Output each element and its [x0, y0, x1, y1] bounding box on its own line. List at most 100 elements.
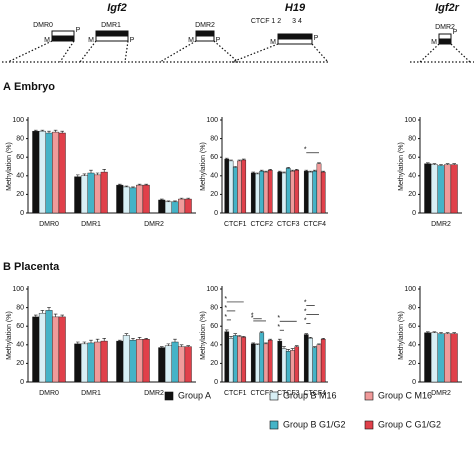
significance-star: * — [251, 313, 254, 320]
allele-box — [95, 35, 129, 42]
y-tick-label: 20 — [210, 191, 218, 198]
bar — [228, 338, 234, 383]
error-bar — [131, 337, 135, 341]
error-bar — [34, 314, 38, 317]
y-axis-label: Methylation (%) — [398, 142, 405, 191]
bar — [250, 172, 256, 214]
bar — [100, 171, 108, 214]
y-tick-label: 40 — [408, 173, 416, 180]
allele-letter: P — [216, 37, 221, 44]
bar — [171, 341, 179, 383]
y-tick-label: 0 — [412, 379, 416, 386]
bar — [129, 187, 137, 214]
bar — [122, 335, 130, 383]
error-bar — [286, 167, 291, 169]
allele-box — [277, 33, 313, 40]
y-tick-label: 100 — [404, 286, 416, 293]
y-tick-label: 60 — [408, 154, 416, 161]
x-tick-label: CTCF1 — [224, 221, 247, 228]
allele-letter: P — [130, 37, 135, 44]
y-tick-label: 20 — [408, 360, 416, 367]
allele-letter: P — [314, 35, 319, 42]
error-bar — [308, 170, 313, 173]
region-label: 3 4 — [292, 18, 302, 25]
gene-title: H19 — [285, 2, 306, 14]
y-tick-label: 20 — [16, 360, 24, 367]
error-bar — [264, 170, 268, 173]
error-bar — [82, 173, 87, 176]
y-tick-label: 80 — [16, 135, 24, 142]
error-bar — [131, 186, 135, 188]
bar — [424, 332, 432, 383]
y-tick-label: 20 — [210, 360, 218, 367]
error-bar — [89, 169, 93, 174]
x-tick-label: CTCF1 — [224, 390, 247, 397]
bar — [136, 339, 144, 383]
error-bar — [282, 171, 286, 174]
bar — [430, 332, 438, 383]
section-letter: A — [3, 81, 11, 93]
bar — [430, 164, 438, 214]
bar — [250, 343, 256, 383]
x-tick-label: DMR0 — [39, 390, 59, 397]
x-tick-label: CTCF2 — [250, 221, 273, 228]
error-bar — [290, 348, 295, 351]
y-tick-label: 80 — [16, 304, 24, 311]
region-label: CTCF 1 2 — [251, 18, 281, 25]
bar — [285, 351, 291, 383]
bar — [312, 347, 318, 383]
bar — [38, 130, 46, 214]
error-bar — [264, 342, 268, 344]
bar — [308, 171, 313, 214]
error-bar — [40, 129, 45, 132]
bar — [303, 334, 309, 383]
error-bar — [282, 346, 286, 349]
bar — [136, 184, 144, 214]
bar — [237, 336, 242, 383]
bar — [263, 171, 269, 214]
error-bar — [268, 338, 273, 341]
allele-box — [195, 35, 215, 42]
significance-star: * — [251, 315, 254, 322]
significance-star: * — [277, 315, 280, 322]
error-bar — [160, 198, 164, 200]
bar — [294, 170, 300, 214]
bar — [232, 335, 238, 383]
error-bar — [317, 343, 321, 345]
y-tick-label: 40 — [210, 342, 218, 349]
allele-letter: M — [188, 37, 194, 44]
error-bar — [277, 170, 282, 173]
bar — [255, 344, 260, 383]
x-tick-label: DMR1 — [81, 221, 101, 228]
connector — [410, 43, 474, 63]
legend-swatch — [164, 391, 174, 401]
region-label: DMR2 — [195, 22, 215, 29]
error-bar — [317, 162, 321, 164]
error-bar — [304, 169, 309, 172]
error-bar — [321, 337, 326, 340]
region-label: DMR2 — [435, 24, 455, 31]
y-tick-label: 100 — [12, 117, 24, 124]
error-bar — [137, 183, 142, 186]
legend-label: Group C M16 — [378, 390, 432, 400]
bar — [237, 160, 242, 214]
bar — [87, 172, 95, 214]
bar — [285, 168, 291, 214]
x-tick-label: CTCF4 — [303, 221, 326, 228]
bar — [142, 339, 150, 383]
legend-swatch — [364, 420, 374, 430]
error-bar — [137, 337, 142, 340]
y-tick-label: 80 — [210, 135, 218, 142]
bar — [303, 170, 309, 214]
y-tick-label: 60 — [210, 154, 218, 161]
bar — [129, 339, 137, 383]
error-bar — [294, 168, 299, 171]
panel: 0 20 40 60 80 100 Methylation (%) CTCF1 CTCF2 CTC… — [200, 117, 328, 228]
error-bar — [237, 159, 242, 161]
error-bar — [34, 129, 38, 132]
panel: 0 20 40 60 80 100 Methylation (%) CTCF1 CTCF2 CTC… — [200, 286, 328, 397]
error-bar — [60, 130, 64, 134]
x-tick-label: DMR2 — [144, 390, 164, 397]
y-tick-label: 60 — [16, 154, 24, 161]
